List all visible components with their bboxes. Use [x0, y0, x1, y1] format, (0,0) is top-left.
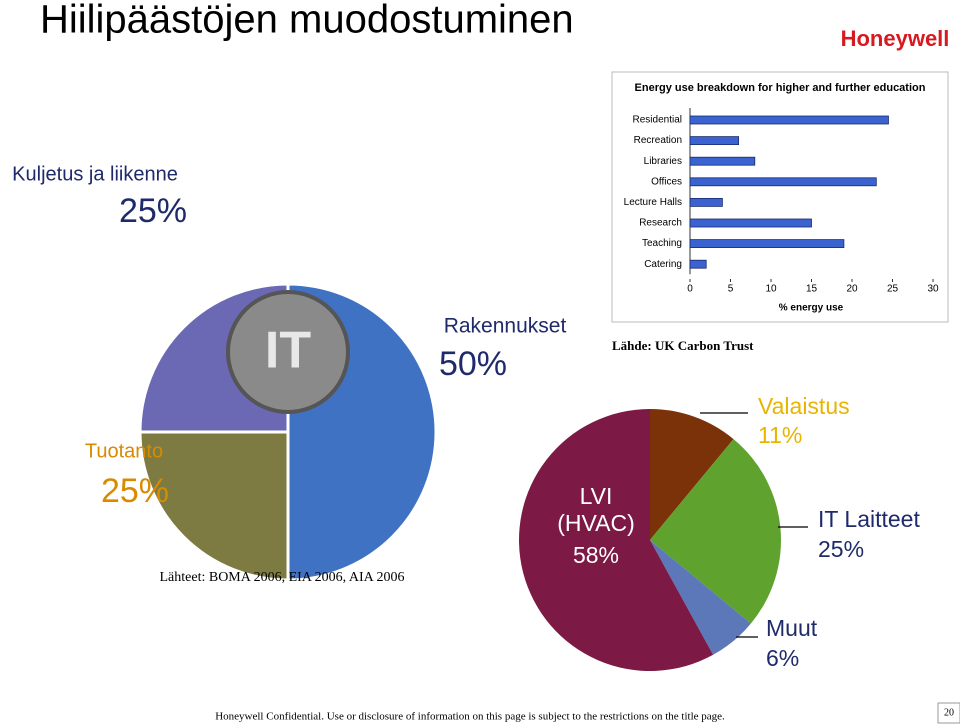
value-label: 6% [766, 645, 799, 671]
y-tick-label: Catering [644, 259, 682, 270]
pie-slice [650, 409, 734, 540]
bar [689, 115, 889, 125]
center-label: IT [265, 322, 311, 380]
page-number-box [937, 702, 960, 724]
bar [689, 136, 739, 146]
pie-slice [650, 540, 751, 655]
bar [689, 177, 877, 187]
x-tick-label: 15 [806, 284, 818, 295]
category-label: Rakennukset [444, 315, 567, 338]
center-disk [226, 290, 350, 414]
pie-slice [519, 409, 714, 672]
pie-slice [650, 439, 782, 624]
logo: Honeywell [841, 26, 950, 51]
y-tick-label: Lecture Halls [624, 197, 682, 208]
x-tick-label: 25 [887, 284, 899, 295]
y-tick-label: Offices [651, 176, 682, 187]
x-tick-label: 30 [927, 284, 939, 295]
pie-slice [138, 430, 290, 582]
page-number: 20 [944, 707, 954, 718]
x-tick-label: 0 [687, 284, 693, 295]
value-label: 11% [758, 422, 802, 448]
value-label: 25% [818, 536, 864, 562]
bar [689, 259, 707, 269]
category-label: Valaistus [758, 393, 850, 419]
source: Lähde: UK Carbon Trust [612, 338, 754, 353]
source: Lähteet: BOMA 2006, EIA 2006, AIA 2006 [160, 570, 405, 585]
category-label: Tuotanto [85, 440, 163, 462]
bar [689, 197, 723, 207]
value-label: 58% [573, 542, 619, 568]
value-label: 25% [101, 472, 169, 510]
bar-chart-title: Energy use breakdown for higher and furt… [635, 82, 926, 94]
value-label: 25% [119, 192, 187, 230]
value-label: 50% [439, 345, 507, 383]
x-tick-label: 20 [846, 284, 858, 295]
category-label: Muut [766, 615, 818, 641]
slide-title: Hiilipäästöjen muodostuminen [40, 0, 574, 42]
category-label: LVI (HVAC) [557, 483, 635, 536]
bar [689, 156, 756, 166]
x-tick-label: 5 [728, 284, 734, 295]
y-tick-label: Teaching [642, 238, 682, 249]
x-tick-label: 10 [765, 284, 777, 295]
category-label: IT Laitteet [818, 506, 920, 532]
category-label: Kuljetus ja liikenne [12, 163, 178, 185]
footer: Honeywell Confidential. Use or disclosur… [215, 711, 725, 723]
bar [689, 218, 812, 228]
y-tick-label: Recreation [634, 135, 682, 146]
x-axis-label: % energy use [779, 303, 844, 314]
bar [689, 239, 845, 249]
y-tick-label: Residential [633, 115, 682, 126]
y-tick-label: Libraries [644, 156, 682, 167]
y-tick-label: Research [639, 218, 682, 229]
